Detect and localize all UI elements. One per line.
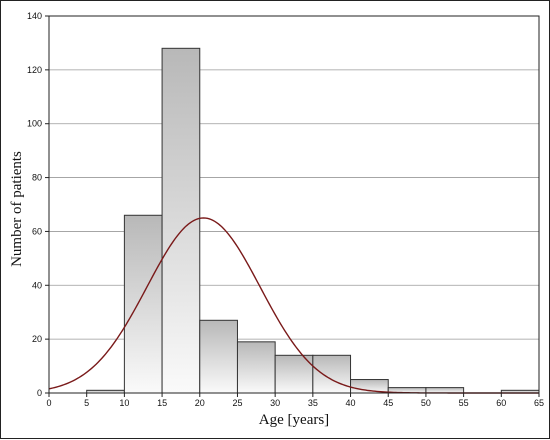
x-tick-label: 50	[421, 398, 431, 408]
y-tick-label: 60	[32, 226, 42, 236]
axes	[45, 15, 540, 397]
x-tick-label: 40	[346, 398, 356, 408]
y-tick-label: 120	[27, 65, 42, 75]
x-tick-label: 25	[232, 398, 242, 408]
histogram-bar	[123, 214, 163, 394]
x-tick-label: 30	[270, 398, 280, 408]
histogram-bar	[312, 354, 352, 394]
x-tick-label: 0	[46, 398, 51, 408]
x-tick-label: 35	[308, 398, 318, 408]
y-tick-label: 140	[27, 11, 42, 21]
histogram-bar	[236, 341, 276, 394]
x-tick-label: 60	[496, 398, 506, 408]
x-tick-label: 10	[119, 398, 129, 408]
x-tick-label: 55	[459, 398, 469, 408]
x-tick-label: 20	[195, 398, 205, 408]
y-tick-label: 0	[37, 388, 42, 398]
y-tick-label: 100	[27, 119, 42, 129]
x-tick-label: 45	[383, 398, 393, 408]
y-axis-label: Number of patients	[9, 151, 25, 267]
x-tick-label: 15	[157, 398, 167, 408]
histogram-bar	[425, 387, 465, 394]
y-tick-label: 40	[32, 280, 42, 290]
y-tick-label: 20	[32, 334, 42, 344]
histogram-bar	[199, 319, 238, 394]
x-tick-label: 65	[534, 398, 544, 408]
x-tick-label: 5	[84, 398, 89, 408]
y-tick-label: 80	[32, 173, 42, 183]
tick-labels: 0 5 10 15 20 25 30 35 40 45 50 55 60 65 0 20 40 60 80 100 12…	[27, 11, 544, 408]
plot-border	[48, 15, 540, 394]
histogram-bars	[86, 47, 540, 394]
grid-lines	[49, 15, 539, 340]
x-axis-label: Age [years]	[259, 412, 329, 428]
